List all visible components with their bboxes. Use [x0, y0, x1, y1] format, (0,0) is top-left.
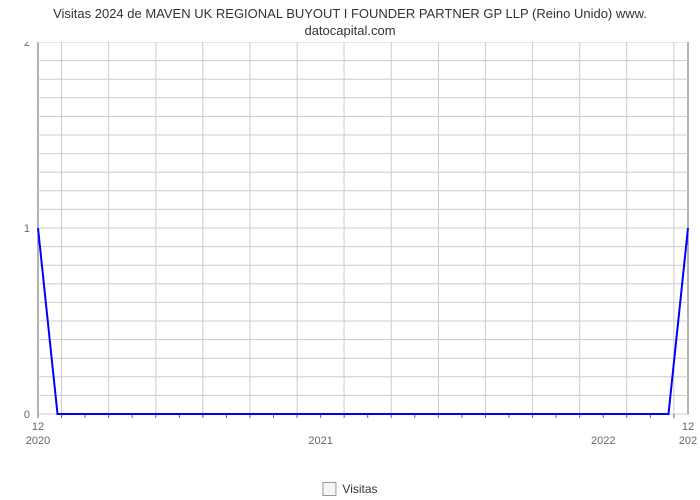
- svg-text:12: 12: [32, 421, 44, 433]
- chart-title: Visitas 2024 de MAVEN UK REGIONAL BUYOUT…: [0, 0, 700, 40]
- chart-svg: 0122020202120222021212: [0, 42, 700, 462]
- svg-text:202: 202: [679, 435, 697, 447]
- svg-text:2: 2: [24, 42, 30, 49]
- title-line-1: Visitas 2024 de MAVEN UK REGIONAL BUYOUT…: [53, 6, 647, 21]
- svg-text:0: 0: [24, 409, 30, 421]
- legend: Visitas: [322, 482, 377, 496]
- svg-text:2020: 2020: [26, 435, 50, 447]
- svg-text:1: 1: [24, 223, 30, 235]
- chart-area: 0122020202120222021212: [0, 42, 700, 462]
- legend-swatch: [322, 482, 336, 496]
- svg-text:2022: 2022: [591, 435, 615, 447]
- title-line-2: datocapital.com: [304, 23, 395, 38]
- legend-label: Visitas: [342, 482, 377, 496]
- svg-text:12: 12: [682, 421, 694, 433]
- svg-text:2021: 2021: [308, 435, 332, 447]
